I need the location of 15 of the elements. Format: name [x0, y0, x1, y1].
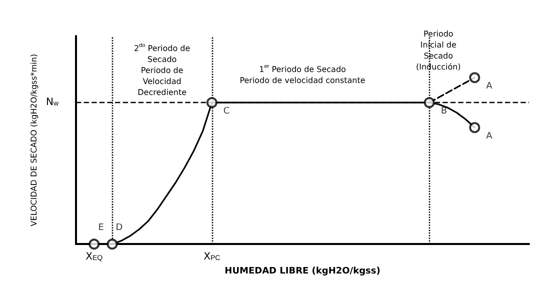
point	[88, 238, 100, 250]
point	[469, 122, 480, 134]
annotation: D	[116, 223, 123, 234]
point	[424, 97, 435, 108]
y-axis-title: VELOCIDAD DE SECADO (kgH2O/kgss*min)	[30, 54, 38, 226]
x-axis-title: HUMEDAD LIBRE (kgH2O/kgss)	[224, 266, 380, 276]
point	[106, 238, 118, 250]
annotation: B	[440, 106, 448, 117]
point	[206, 97, 218, 108]
annotation: A	[486, 82, 494, 92]
annotation: E	[98, 223, 104, 234]
text: Periodo Inicial de Secado (Inducción)	[416, 29, 461, 72]
point	[469, 72, 480, 84]
annotation: A	[486, 132, 494, 142]
annotation: C	[223, 106, 230, 117]
